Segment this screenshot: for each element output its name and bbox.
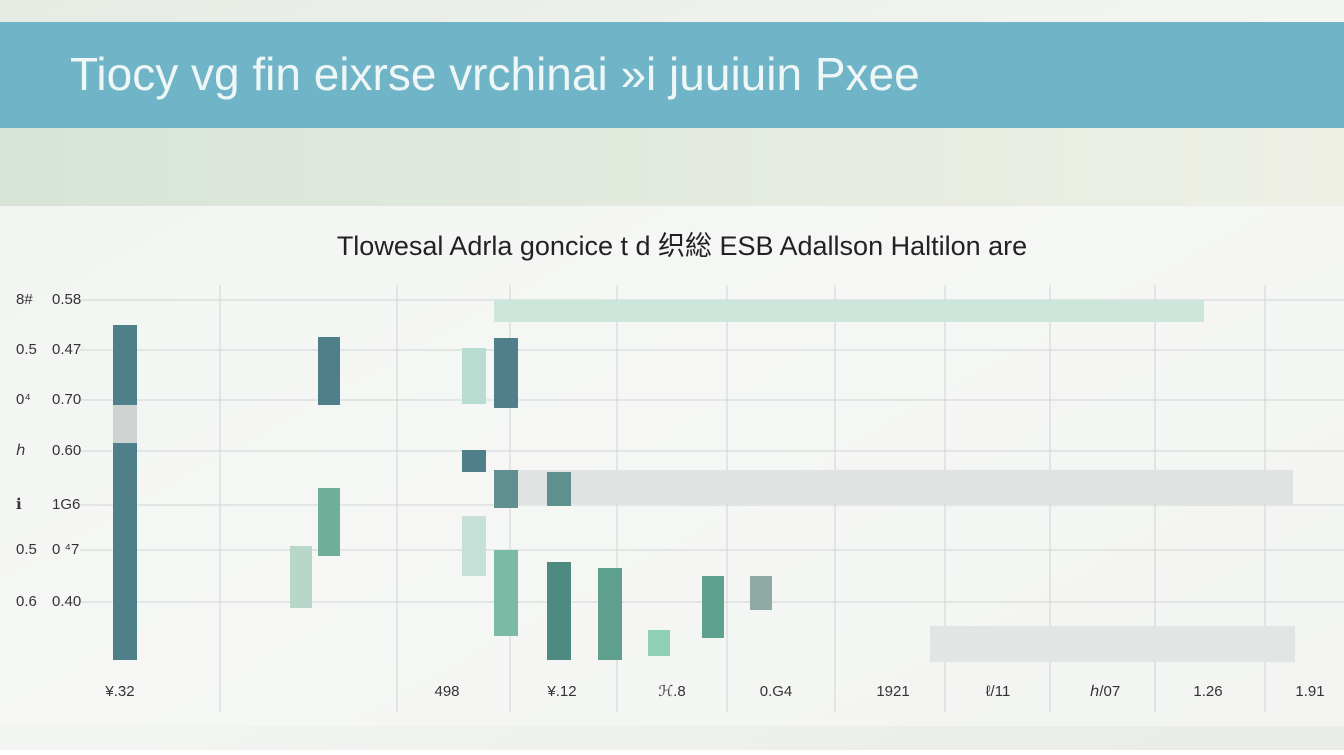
bar: [290, 546, 312, 608]
y-label: 0.47: [52, 341, 81, 358]
y-label: 0.70: [52, 391, 81, 408]
chart-title: Tlowesal Adrla goncice t d 织総 ESB Adalls…: [337, 231, 1027, 261]
bar: [318, 337, 340, 405]
y-label: 0 ⁴7: [52, 541, 79, 558]
bar: [518, 470, 1293, 504]
x-label: 1.91: [1295, 683, 1324, 700]
x-label: 1921: [876, 683, 909, 700]
labels: 8# 0.5 0⁴ ℎ ℹ 0.5 0.6 0.58 0.47 0.70 0.60 1G6 0 ⁴7 0.…: [16, 291, 1325, 700]
x-label: 0.G4: [760, 683, 793, 700]
y-label: 8#: [16, 291, 33, 308]
y-label: 0⁴: [16, 391, 31, 408]
header-backdrop: [0, 128, 1344, 206]
bar: [462, 450, 486, 472]
bar: [930, 626, 1295, 662]
x-label: ℎ/07: [1090, 683, 1120, 700]
x-label: ℓ/11: [986, 683, 1011, 700]
y-label: ℎ: [16, 442, 26, 459]
bar: [648, 630, 670, 656]
y-label: 0.5: [16, 541, 37, 558]
y-label: 0.60: [52, 442, 81, 459]
banner-title: Tiocy vg fin eixrse vrchinai »i juuiuin …: [70, 48, 920, 100]
x-label: ¥.32: [104, 683, 134, 700]
banner: [0, 22, 1344, 128]
bar: [318, 488, 340, 556]
bar: [547, 562, 571, 660]
bar: [494, 470, 518, 508]
bar: [462, 516, 486, 576]
y-label: ℹ: [16, 496, 22, 513]
y-label: 1G6: [52, 496, 80, 513]
y-label: 0.5: [16, 341, 37, 358]
y-label: 0.6: [16, 593, 37, 610]
bar: [494, 550, 518, 636]
bar: [547, 472, 571, 506]
bar: [494, 338, 518, 408]
bar: [598, 568, 622, 660]
bar: [113, 325, 137, 660]
bars: [113, 300, 1295, 662]
x-label: ¥.12: [546, 683, 576, 700]
x-label: 498: [434, 683, 459, 700]
bar: [494, 300, 1204, 322]
bar: [702, 576, 724, 638]
x-label: 1.26: [1193, 683, 1222, 700]
y-label: 0.58: [52, 291, 81, 308]
bar: [462, 348, 486, 404]
y-label: 0.40: [52, 593, 81, 610]
x-label: ℋ.8: [658, 683, 685, 700]
bar: [113, 405, 137, 443]
bar: [750, 576, 772, 610]
